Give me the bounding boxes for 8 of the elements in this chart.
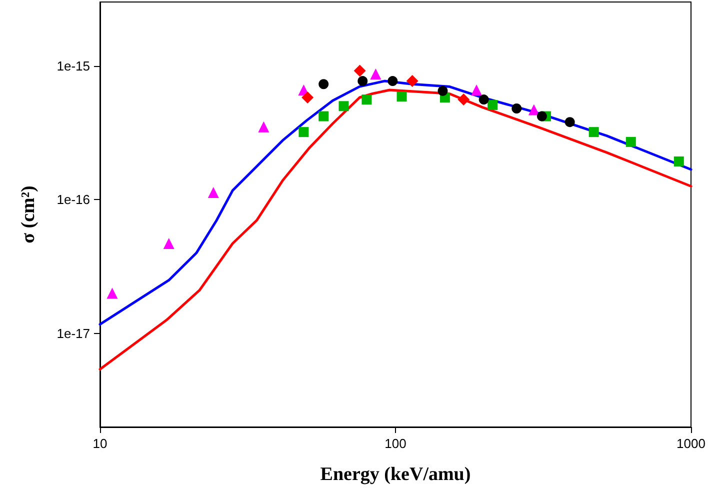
- x-axis-title: Energy (keV/amu): [320, 464, 471, 485]
- y-axis-title: σ (cm²): [18, 186, 39, 244]
- y-tick-label: 1e-16: [56, 192, 90, 208]
- x-tick-label: 1000: [676, 436, 706, 451]
- y-tick-label: 1e-15: [56, 58, 90, 74]
- x-tick-label: 100: [384, 436, 406, 451]
- y-tick-label: 1e-17: [56, 326, 90, 341]
- x-tick-label: 10: [92, 436, 108, 451]
